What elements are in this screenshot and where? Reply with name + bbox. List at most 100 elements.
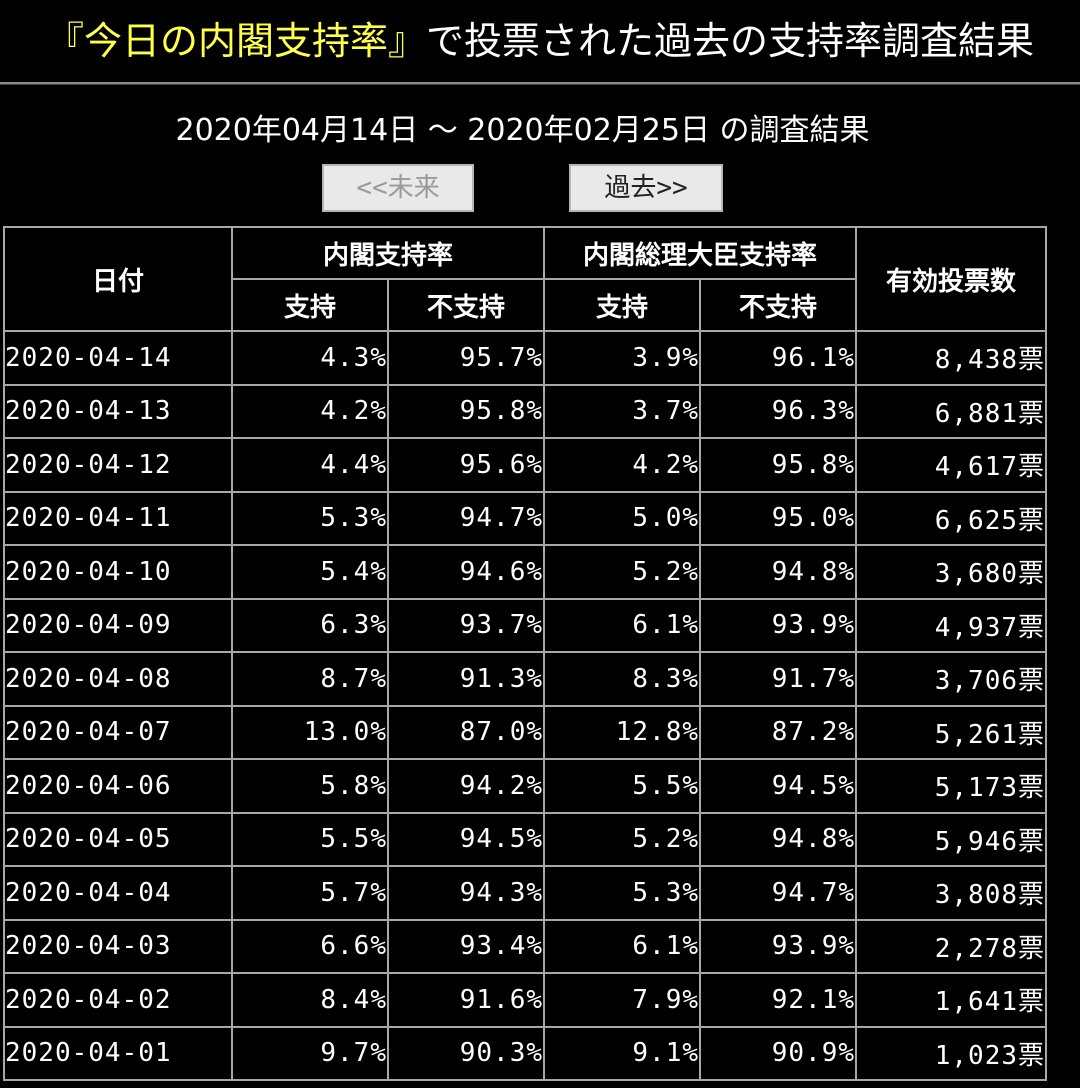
header-divider xyxy=(0,82,1080,85)
row-cabinet-nonsupport-cell: 95.8% xyxy=(386,383,546,439)
row-pm-nonsupport-cell: 93.9% xyxy=(699,597,858,653)
row-pm-nonsupport-cell: 94.5% xyxy=(699,758,858,814)
table-row: 2020-04-01 9.7% 90.3% 9.1% 90.9% 1,023票 xyxy=(3,1025,1048,1081)
row-date-cell: 2020-04-04 xyxy=(3,865,233,921)
row-votes-cell: 8,438票 xyxy=(855,330,1048,386)
row-cabinet-nonsupport-cell: 94.2% xyxy=(386,758,546,814)
future-button[interactable]: <<未来 xyxy=(322,164,474,212)
row-pm-support-cell: 9.1% xyxy=(543,1025,702,1081)
row-cabinet-support-cell: 5.3% xyxy=(231,490,389,546)
table-row: 2020-04-14 4.3% 95.7% 3.9% 96.1% 8,438票 xyxy=(3,330,1048,386)
row-date-cell: 2020-04-03 xyxy=(3,918,233,974)
row-cabinet-nonsupport-cell: 93.7% xyxy=(386,597,546,653)
row-cabinet-support-cell: 8.7% xyxy=(231,651,389,707)
row-pm-support-cell: 7.9% xyxy=(543,972,702,1028)
page-title-accent: 『今日の内閣支持率』 xyxy=(45,19,426,63)
header-valid-votes: 有効投票数 xyxy=(855,226,1048,332)
table-row: 2020-04-03 6.6% 93.4% 6.1% 93.9% 2,278票 xyxy=(3,918,1048,974)
row-votes-cell: 6,881票 xyxy=(855,383,1048,439)
row-pm-nonsupport-cell: 93.9% xyxy=(699,918,858,974)
row-date-cell: 2020-04-06 xyxy=(3,758,233,814)
row-date-cell: 2020-04-09 xyxy=(3,597,233,653)
header-pm-nonsupport: 不支持 xyxy=(699,278,858,332)
row-cabinet-nonsupport-cell: 94.3% xyxy=(386,865,546,921)
row-pm-support-cell: 5.2% xyxy=(543,811,702,867)
results-table: 日付 内閣支持率 内閣総理大臣支持率 有効投票数 支持 不支持 支持 不支持 2… xyxy=(3,226,1048,1081)
table-row: 2020-04-02 8.4% 91.6% 7.9% 92.1% 1,641票 xyxy=(3,972,1048,1028)
row-pm-support-cell: 5.2% xyxy=(543,544,702,600)
row-votes-cell: 3,706票 xyxy=(855,651,1048,707)
row-cabinet-support-cell: 5.5% xyxy=(231,811,389,867)
row-date-cell: 2020-04-13 xyxy=(3,383,233,439)
row-pm-nonsupport-cell: 94.8% xyxy=(699,544,858,600)
row-pm-nonsupport-cell: 91.7% xyxy=(699,651,858,707)
row-cabinet-support-cell: 4.2% xyxy=(231,383,389,439)
row-pm-support-cell: 4.2% xyxy=(543,437,702,493)
row-votes-cell: 2,278票 xyxy=(855,918,1048,974)
row-cabinet-nonsupport-cell: 87.0% xyxy=(386,704,546,760)
header-cabinet-support: 支持 xyxy=(231,278,389,332)
row-pm-nonsupport-cell: 90.9% xyxy=(699,1025,858,1081)
row-votes-cell: 1,641票 xyxy=(855,972,1048,1028)
row-cabinet-nonsupport-cell: 94.5% xyxy=(386,811,546,867)
row-cabinet-support-cell: 5.8% xyxy=(231,758,389,814)
row-cabinet-support-cell: 4.3% xyxy=(231,330,389,386)
row-pm-support-cell: 8.3% xyxy=(543,651,702,707)
table-row: 2020-04-05 5.5% 94.5% 5.2% 94.8% 5,946票 xyxy=(3,811,1048,867)
row-votes-cell: 4,937票 xyxy=(855,597,1048,653)
row-cabinet-nonsupport-cell: 91.3% xyxy=(386,651,546,707)
past-button[interactable]: 過去>> xyxy=(569,164,723,212)
row-pm-support-cell: 6.1% xyxy=(543,918,702,974)
table-row: 2020-04-11 5.3% 94.7% 5.0% 95.0% 6,625票 xyxy=(3,490,1048,546)
table-row: 2020-04-10 5.4% 94.6% 5.2% 94.8% 3,680票 xyxy=(3,544,1048,600)
table-row: 2020-04-12 4.4% 95.6% 4.2% 95.8% 4,617票 xyxy=(3,437,1048,493)
table-row: 2020-04-09 6.3% 93.7% 6.1% 93.9% 4,937票 xyxy=(3,597,1048,653)
row-pm-support-cell: 5.0% xyxy=(543,490,702,546)
row-cabinet-nonsupport-cell: 94.6% xyxy=(386,544,546,600)
row-pm-support-cell: 6.1% xyxy=(543,597,702,653)
row-cabinet-support-cell: 5.7% xyxy=(231,865,389,921)
row-pm-support-cell: 3.7% xyxy=(543,383,702,439)
table-row: 2020-04-07 13.0% 87.0% 12.8% 87.2% 5,261票 xyxy=(3,704,1048,760)
table-row: 2020-04-13 4.2% 95.8% 3.7% 96.3% 6,881票 xyxy=(3,383,1048,439)
row-votes-cell: 1,023票 xyxy=(855,1025,1048,1081)
row-votes-cell: 6,625票 xyxy=(855,490,1048,546)
row-pm-support-cell: 12.8% xyxy=(543,704,702,760)
row-pm-nonsupport-cell: 87.2% xyxy=(699,704,858,760)
row-votes-cell: 5,261票 xyxy=(855,704,1048,760)
row-pm-nonsupport-cell: 95.8% xyxy=(699,437,858,493)
row-pm-nonsupport-cell: 96.1% xyxy=(699,330,858,386)
row-cabinet-nonsupport-cell: 95.7% xyxy=(386,330,546,386)
row-votes-cell: 5,946票 xyxy=(855,811,1048,867)
row-cabinet-nonsupport-cell: 90.3% xyxy=(386,1025,546,1081)
row-date-cell: 2020-04-08 xyxy=(3,651,233,707)
row-pm-nonsupport-cell: 92.1% xyxy=(699,972,858,1028)
row-cabinet-support-cell: 5.4% xyxy=(231,544,389,600)
header-cabinet-rate: 内閣支持率 xyxy=(230,226,546,280)
row-votes-cell: 3,680票 xyxy=(855,544,1048,600)
row-date-cell: 2020-04-05 xyxy=(3,811,233,867)
header-pm-rate: 内閣総理大臣支持率 xyxy=(543,226,858,280)
row-date-cell: 2020-04-14 xyxy=(3,330,233,386)
row-date-cell: 2020-04-12 xyxy=(3,437,233,493)
row-cabinet-nonsupport-cell: 93.4% xyxy=(386,918,546,974)
row-date-cell: 2020-04-10 xyxy=(3,544,233,600)
page-title: 『今日の内閣支持率』で投票された過去の支持率調査結果 xyxy=(0,0,1080,82)
page-title-rest: で投票された過去の支持率調査結果 xyxy=(426,19,1035,63)
row-date-cell: 2020-04-07 xyxy=(3,704,233,760)
date-range-title: 2020年04月14日 〜 2020年02月25日 の調査結果 xyxy=(175,113,870,148)
table-row: 2020-04-08 8.7% 91.3% 8.3% 91.7% 3,706票 xyxy=(3,651,1048,707)
row-pm-support-cell: 5.5% xyxy=(543,758,702,814)
header-cabinet-nonsupport: 不支持 xyxy=(386,278,546,332)
row-cabinet-support-cell: 13.0% xyxy=(231,704,389,760)
row-cabinet-nonsupport-cell: 94.7% xyxy=(386,490,546,546)
row-votes-cell: 5,173票 xyxy=(855,758,1048,814)
row-date-cell: 2020-04-11 xyxy=(3,490,233,546)
row-cabinet-support-cell: 8.4% xyxy=(231,972,389,1028)
row-votes-cell: 4,617票 xyxy=(855,437,1048,493)
row-pm-nonsupport-cell: 94.8% xyxy=(699,811,858,867)
row-pm-nonsupport-cell: 94.7% xyxy=(699,865,858,921)
row-cabinet-nonsupport-cell: 91.6% xyxy=(386,972,546,1028)
row-cabinet-support-cell: 6.6% xyxy=(231,918,389,974)
row-date-cell: 2020-04-01 xyxy=(3,1025,233,1081)
